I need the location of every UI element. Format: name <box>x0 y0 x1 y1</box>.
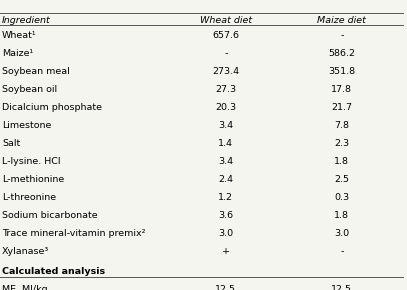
Text: 273.4: 273.4 <box>212 67 239 76</box>
Text: 12.5: 12.5 <box>331 285 352 290</box>
Text: 3.6: 3.6 <box>218 211 234 220</box>
Text: 17.8: 17.8 <box>331 85 352 94</box>
Text: 21.7: 21.7 <box>331 103 352 112</box>
Text: 3.4: 3.4 <box>218 157 234 166</box>
Text: 586.2: 586.2 <box>328 49 355 58</box>
Text: L-lysine. HCl: L-lysine. HCl <box>2 157 61 166</box>
Text: Maize diet: Maize diet <box>317 16 366 25</box>
Text: 2.3: 2.3 <box>334 139 350 148</box>
Text: -: - <box>224 49 228 58</box>
Text: 1.4: 1.4 <box>219 139 233 148</box>
Text: Trace mineral-vitamin premix²: Trace mineral-vitamin premix² <box>2 229 146 238</box>
Text: 0.3: 0.3 <box>334 193 350 202</box>
Text: L-threonine: L-threonine <box>2 193 56 202</box>
Text: 657.6: 657.6 <box>212 31 239 40</box>
Text: 12.5: 12.5 <box>215 285 236 290</box>
Text: Xylanase³: Xylanase³ <box>2 247 49 256</box>
Text: -: - <box>340 247 344 256</box>
Text: Soybean oil: Soybean oil <box>2 85 57 94</box>
Text: 7.8: 7.8 <box>335 121 349 130</box>
Text: -: - <box>340 31 344 40</box>
Text: 3.0: 3.0 <box>334 229 350 238</box>
Text: 27.3: 27.3 <box>215 85 236 94</box>
Text: 20.3: 20.3 <box>215 103 236 112</box>
Text: Salt: Salt <box>2 139 20 148</box>
Text: Soybean meal: Soybean meal <box>2 67 70 76</box>
Text: Calculated analysis: Calculated analysis <box>2 267 105 276</box>
Text: Dicalcium phosphate: Dicalcium phosphate <box>2 103 102 112</box>
Text: Limestone: Limestone <box>2 121 51 130</box>
Text: 2.4: 2.4 <box>219 175 233 184</box>
Text: 1.8: 1.8 <box>335 211 349 220</box>
Text: 351.8: 351.8 <box>328 67 355 76</box>
Text: Ingredient: Ingredient <box>2 16 51 25</box>
Text: L-methionine: L-methionine <box>2 175 64 184</box>
Text: ME, MJ/kg: ME, MJ/kg <box>2 285 48 290</box>
Text: +: + <box>222 247 230 256</box>
Text: Sodium bicarbonate: Sodium bicarbonate <box>2 211 98 220</box>
Text: 3.0: 3.0 <box>218 229 234 238</box>
Text: Maize¹: Maize¹ <box>2 49 33 58</box>
Text: Wheat¹: Wheat¹ <box>2 31 37 40</box>
Text: 1.2: 1.2 <box>219 193 233 202</box>
Text: 2.5: 2.5 <box>335 175 349 184</box>
Text: 1.8: 1.8 <box>335 157 349 166</box>
Text: Wheat diet: Wheat diet <box>200 16 252 25</box>
Text: 3.4: 3.4 <box>218 121 234 130</box>
